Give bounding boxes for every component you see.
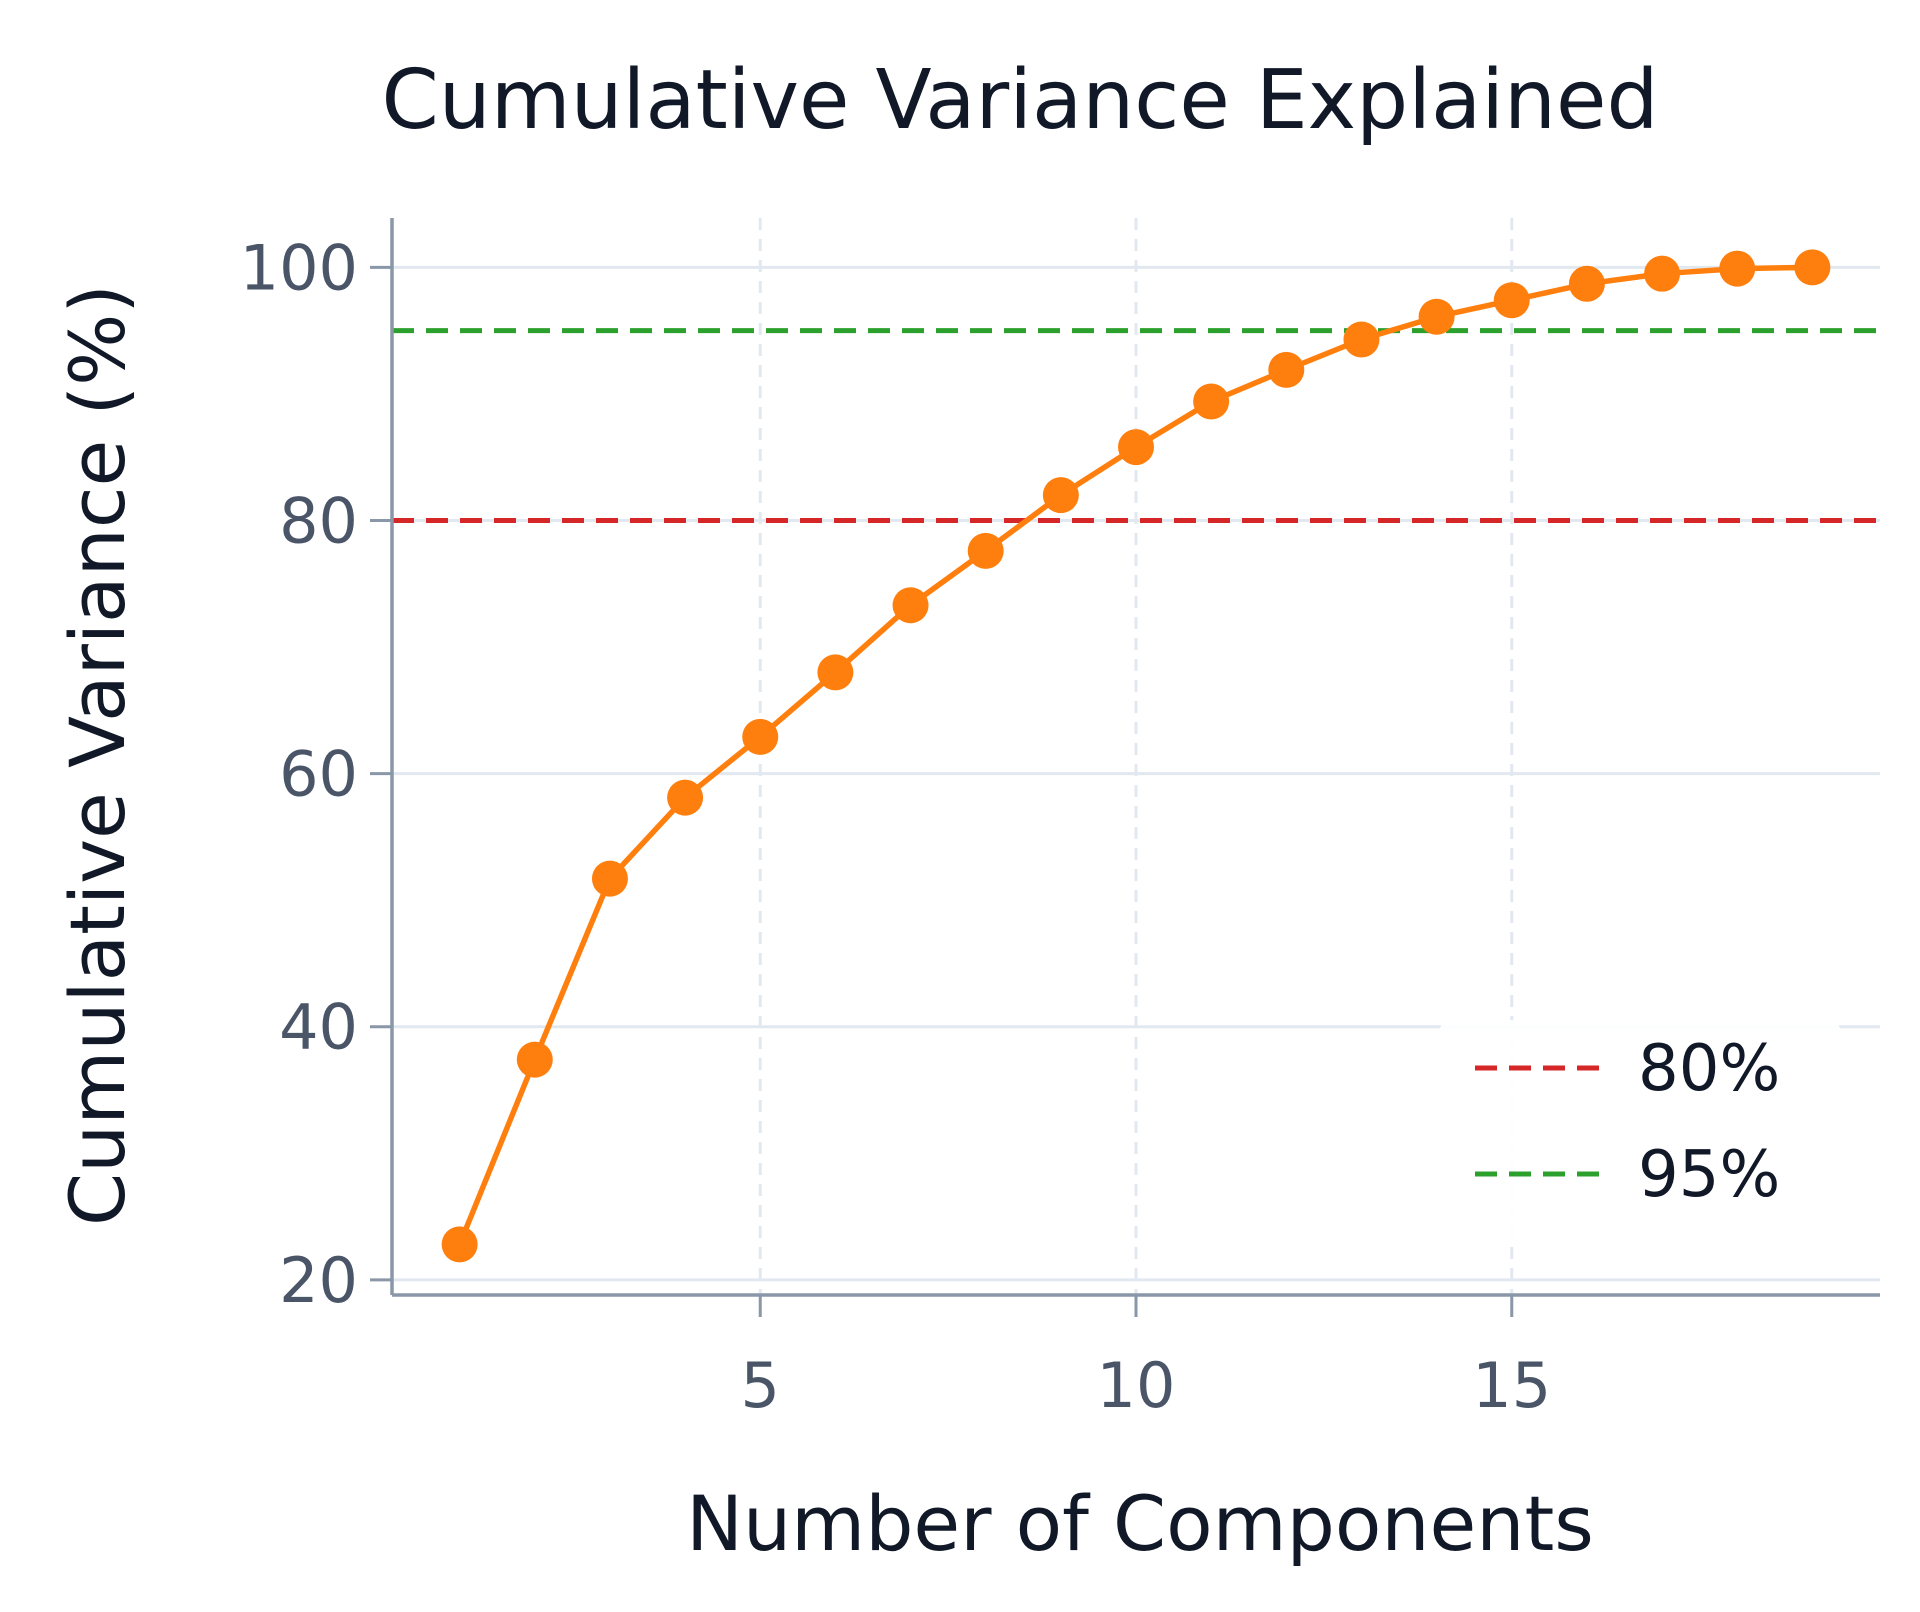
tick-labels: 20 40 60 80 100 5 10 15 — [240, 231, 1552, 1422]
x-axis-title: Number of Components — [686, 1479, 1594, 1568]
data-point — [892, 587, 929, 624]
legend-box — [1440, 1020, 1840, 1245]
legend-label: 95% — [1638, 1138, 1780, 1212]
legend-label: 80% — [1638, 1032, 1780, 1106]
data-point — [1644, 255, 1681, 292]
data-point — [742, 718, 779, 755]
data-point — [1118, 429, 1154, 466]
data-point — [967, 532, 1004, 569]
axes — [370, 218, 1880, 1317]
data-point — [1268, 351, 1305, 388]
data-point — [591, 860, 628, 897]
y-tick-label: 80 — [279, 484, 358, 557]
x-tick-label: 5 — [741, 1349, 780, 1422]
data-point — [1193, 383, 1230, 420]
data-point — [1794, 249, 1831, 286]
data-point — [1343, 321, 1380, 358]
data-point — [667, 779, 704, 816]
y-tick-label: 20 — [279, 1244, 358, 1317]
data-point — [1418, 298, 1455, 335]
legend: 80%95% — [1440, 1020, 1840, 1245]
reference-lines — [392, 328, 1880, 523]
y-tick-label: 40 — [279, 991, 358, 1064]
x-tick-label: 15 — [1472, 1349, 1551, 1422]
y-axis-title: Cumulative Variance (%) — [53, 284, 142, 1226]
data-point — [1568, 265, 1605, 302]
data-point — [1042, 477, 1079, 514]
y-tick-label: 100 — [240, 231, 358, 304]
data-point — [441, 1226, 478, 1263]
chart-title: Cumulative Variance Explained — [381, 53, 1658, 148]
series — [441, 249, 1831, 1263]
y-tick-label: 60 — [279, 738, 358, 811]
data-point — [516, 1041, 553, 1078]
data-point — [1493, 282, 1530, 319]
data-point — [817, 654, 854, 691]
x-tick-label: 10 — [1097, 1349, 1176, 1422]
data-point — [1719, 250, 1756, 287]
